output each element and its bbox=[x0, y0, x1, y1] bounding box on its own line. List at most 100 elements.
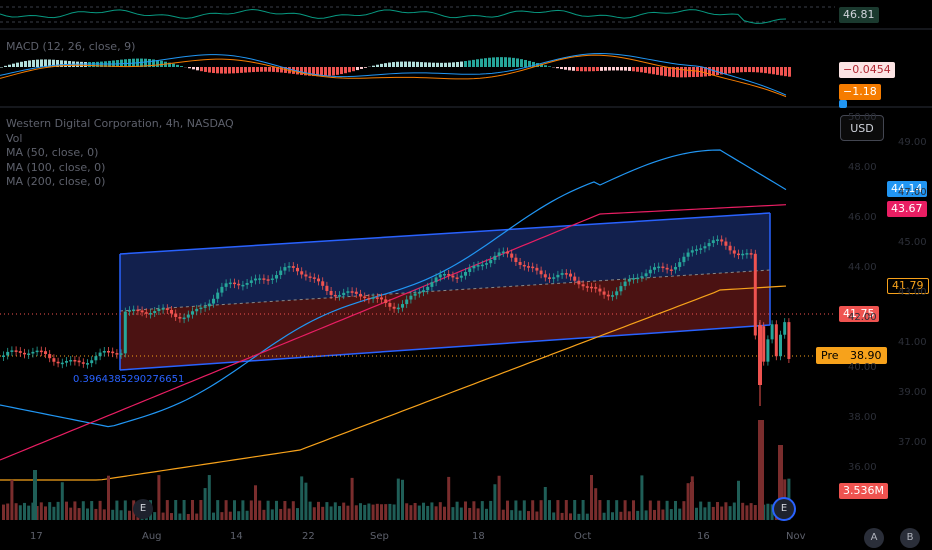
candle-body bbox=[472, 265, 476, 269]
macd-histogram-bar bbox=[536, 63, 539, 67]
volume-bar bbox=[766, 503, 770, 520]
candle-body bbox=[745, 253, 749, 255]
ma-blue-tag: 44.14 bbox=[887, 181, 927, 197]
candle-body bbox=[606, 294, 610, 297]
candle-body bbox=[367, 298, 371, 300]
volume-bar bbox=[270, 509, 274, 520]
macd-line bbox=[0, 53, 787, 96]
candle-body bbox=[60, 362, 64, 365]
candle-body bbox=[233, 282, 236, 285]
volume-bar bbox=[430, 502, 434, 520]
candle-body bbox=[623, 281, 627, 287]
volume-bar bbox=[245, 510, 249, 520]
price-tick-label: 41.00 bbox=[898, 337, 927, 348]
volume-bar bbox=[56, 501, 60, 520]
candle-body bbox=[380, 297, 383, 300]
volume-bar bbox=[33, 470, 37, 520]
candle-body bbox=[548, 277, 551, 279]
candle-body bbox=[333, 294, 337, 297]
macd-histogram-bar bbox=[4, 65, 7, 67]
candle-body bbox=[65, 361, 68, 363]
volume-bar bbox=[170, 513, 173, 520]
candle-body bbox=[262, 278, 266, 280]
volume-bar bbox=[573, 500, 577, 520]
volume-bar bbox=[23, 502, 26, 520]
candle-body bbox=[157, 308, 161, 312]
candle-body bbox=[174, 313, 178, 317]
macd-histogram-bar bbox=[408, 61, 411, 67]
candle-body bbox=[287, 266, 291, 268]
candle-body bbox=[644, 273, 648, 277]
candle-body bbox=[300, 271, 304, 275]
candle-body bbox=[485, 263, 488, 265]
macd-histogram-bar bbox=[264, 67, 267, 72]
volume-bar bbox=[770, 504, 774, 520]
macd-histogram-bar bbox=[180, 66, 183, 67]
candle-body bbox=[165, 308, 169, 310]
candle-body bbox=[480, 264, 484, 267]
candle-body bbox=[207, 303, 211, 307]
macd-histogram-bar bbox=[528, 60, 531, 67]
price-tick-label: 36.00 bbox=[848, 462, 877, 473]
macd-histogram-bar bbox=[636, 67, 639, 72]
macd-histogram-bar bbox=[344, 67, 347, 74]
volume-bar bbox=[312, 507, 316, 520]
macd-histogram-bar bbox=[656, 67, 659, 75]
macd-histogram-bar bbox=[388, 62, 391, 67]
macd-histogram-bar bbox=[376, 64, 379, 67]
volume-bar bbox=[98, 500, 102, 520]
macd-histogram-bar bbox=[728, 67, 731, 74]
candle-body bbox=[136, 309, 140, 312]
macd-histogram-bar bbox=[12, 63, 15, 67]
volume-bar bbox=[531, 500, 535, 520]
earnings-marker[interactable]: E bbox=[774, 499, 794, 519]
channel-top-line bbox=[119, 212, 771, 255]
candle-body bbox=[237, 283, 241, 286]
macd-histogram-bar bbox=[328, 67, 331, 76]
price-tick-label: 37.00 bbox=[898, 437, 927, 448]
candle-body bbox=[94, 356, 98, 361]
candle-body bbox=[283, 267, 287, 271]
macd-histogram-bar bbox=[248, 67, 251, 73]
symbol-title[interactable]: Western Digital Corporation, 4h, NASDAQ bbox=[6, 117, 234, 130]
macd-histogram-bar bbox=[664, 67, 667, 77]
candle-body bbox=[161, 308, 165, 310]
candle-body bbox=[535, 267, 539, 271]
vol-indicator-label[interactable]: Vol bbox=[6, 131, 23, 145]
ma50-indicator-label[interactable]: MA (50, close, 0) bbox=[6, 146, 99, 159]
candle-body bbox=[325, 285, 329, 291]
macd-histogram-bar bbox=[772, 67, 775, 75]
volume-bar bbox=[661, 509, 665, 520]
candle-body bbox=[363, 296, 367, 299]
volume-bar bbox=[535, 511, 539, 520]
macd-histogram-bar bbox=[316, 67, 319, 77]
currency-button[interactable]: USD bbox=[840, 115, 884, 141]
earnings-marker[interactable]: E bbox=[133, 499, 153, 519]
macd-histogram-bar bbox=[400, 61, 403, 67]
bottom-button-b[interactable]: B bbox=[900, 528, 920, 548]
volume-bar bbox=[678, 508, 682, 520]
candle-body bbox=[170, 309, 173, 314]
volume-bar bbox=[501, 509, 505, 520]
volume-bar bbox=[611, 512, 614, 520]
volume-bar bbox=[60, 482, 64, 520]
volume-bar bbox=[485, 508, 488, 520]
macd-histogram-bar bbox=[212, 67, 215, 74]
candle-body bbox=[594, 287, 598, 289]
ma100-indicator-label[interactable]: MA (100, close, 0) bbox=[6, 160, 106, 174]
macd-histogram-bar bbox=[256, 67, 259, 72]
candle-body bbox=[627, 278, 631, 282]
macd-value-tag: −0.0454 bbox=[839, 62, 895, 78]
volume-bar bbox=[476, 508, 480, 520]
candle-body bbox=[375, 297, 379, 299]
volume-bar bbox=[329, 506, 333, 520]
macd-histogram-bar bbox=[208, 67, 211, 73]
macd-histogram-bar bbox=[732, 67, 735, 73]
ma-blue-line bbox=[0, 149, 787, 428]
volume-bar bbox=[14, 503, 18, 520]
auto-scale-button[interactable]: A bbox=[864, 528, 884, 548]
macd-histogram-bar bbox=[60, 60, 63, 67]
ma200-indicator-label[interactable]: MA (200, close, 0) bbox=[6, 175, 106, 188]
candle-body bbox=[711, 240, 715, 244]
